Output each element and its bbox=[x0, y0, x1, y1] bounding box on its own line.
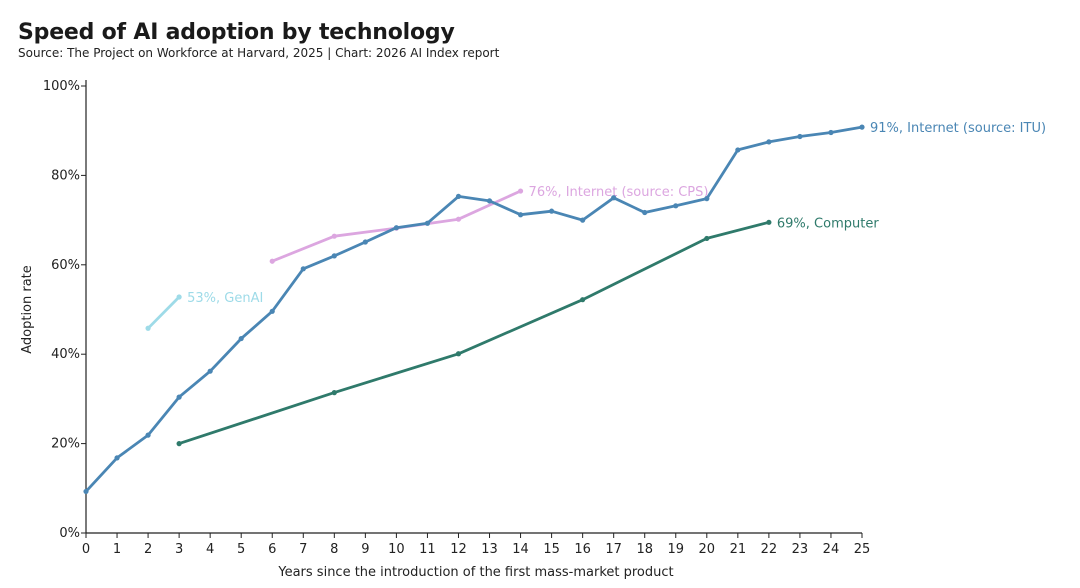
x-axis-label: Years since the introduction of the firs… bbox=[277, 565, 673, 580]
data-point bbox=[362, 239, 368, 245]
x-tick-label: 1 bbox=[113, 542, 121, 557]
data-point bbox=[673, 203, 679, 209]
x-tick-label: 10 bbox=[388, 542, 405, 557]
x-tick-label: 3 bbox=[175, 542, 183, 557]
series-3: 69%, Computer bbox=[176, 216, 879, 447]
data-point bbox=[455, 351, 462, 357]
x-tick-label: 16 bbox=[574, 542, 591, 557]
series-2: 53%, GenAI bbox=[145, 291, 263, 331]
data-point bbox=[704, 235, 710, 242]
data-point bbox=[642, 209, 648, 216]
x-tick-label: 14 bbox=[512, 542, 529, 557]
y-tick-label: 80% bbox=[51, 168, 80, 183]
data-point bbox=[859, 124, 865, 130]
data-point bbox=[176, 441, 182, 447]
x-tick-label: 17 bbox=[605, 542, 622, 557]
x-tick-label: 5 bbox=[237, 542, 245, 557]
series-label: 76%, Internet (source: CPS) bbox=[529, 185, 709, 200]
series-1: 76%, Internet (source: CPS) bbox=[269, 185, 709, 264]
x-tick-label: 8 bbox=[330, 542, 338, 557]
data-point bbox=[145, 325, 151, 331]
x-tick-label: 9 bbox=[361, 542, 369, 557]
x-tick-label: 6 bbox=[268, 542, 276, 557]
y-tick-label: 40% bbox=[51, 347, 80, 362]
x-tick-label: 7 bbox=[299, 542, 307, 557]
series-label: 91%, Internet (source: ITU) bbox=[870, 121, 1046, 136]
data-point bbox=[766, 219, 772, 225]
series-label: 69%, Computer bbox=[777, 216, 879, 231]
chart-subtitle: Source: The Project on Workforce at Harv… bbox=[18, 46, 500, 60]
data-point bbox=[580, 297, 586, 303]
data-point bbox=[269, 308, 275, 314]
data-point bbox=[424, 220, 431, 226]
data-point bbox=[393, 225, 399, 231]
data-point bbox=[580, 217, 586, 223]
x-tick-label: 19 bbox=[667, 542, 684, 557]
x-tick-label: 18 bbox=[636, 542, 653, 557]
x-tick-label: 24 bbox=[823, 542, 840, 557]
data-point bbox=[455, 216, 462, 222]
y-tick-label: 100% bbox=[43, 79, 80, 94]
data-point bbox=[238, 335, 244, 342]
data-point bbox=[207, 368, 213, 374]
data-point bbox=[331, 390, 337, 396]
x-tick-label: 15 bbox=[543, 542, 560, 557]
x-tick-label: 0 bbox=[82, 542, 90, 557]
y-tick-label: 20% bbox=[51, 437, 80, 452]
x-tick-label: 2 bbox=[144, 542, 152, 557]
data-point bbox=[828, 129, 834, 136]
series-line bbox=[177, 220, 771, 446]
data-point bbox=[176, 394, 182, 400]
y-tick-label: 0% bbox=[59, 526, 80, 541]
y-axis-label: Adoption rate bbox=[20, 265, 35, 354]
y-tick-label: 60% bbox=[51, 258, 80, 273]
series-label: 53%, GenAI bbox=[187, 291, 263, 306]
x-tick-label: 4 bbox=[206, 542, 214, 557]
data-point bbox=[114, 455, 120, 461]
data-point bbox=[766, 139, 772, 145]
data-point bbox=[517, 212, 524, 218]
data-point bbox=[486, 198, 493, 204]
x-tick-label: 20 bbox=[699, 542, 716, 557]
data-point bbox=[611, 195, 617, 201]
x-tick-label: 21 bbox=[730, 542, 747, 557]
series-line bbox=[146, 295, 181, 330]
axes: 0 1 2 3 4 5 6 7 8 9 10 11 12 13 14 15 16 17 18 19 20 21 22 23 24… bbox=[43, 79, 870, 557]
data-point bbox=[83, 488, 89, 495]
data-point bbox=[145, 432, 151, 438]
data-point bbox=[176, 294, 182, 300]
data-point bbox=[331, 253, 337, 259]
x-tick-label: 25 bbox=[854, 542, 871, 557]
data-point bbox=[455, 193, 462, 200]
data-point bbox=[797, 133, 803, 140]
data-point bbox=[735, 147, 741, 153]
data-point bbox=[704, 196, 710, 202]
data-point bbox=[517, 188, 524, 194]
chart-title: Speed of AI adoption by technology bbox=[18, 20, 455, 45]
series-line bbox=[84, 125, 864, 493]
data-point bbox=[549, 208, 555, 214]
data-point bbox=[300, 266, 306, 272]
x-tick-label: 11 bbox=[419, 542, 436, 557]
x-tick-label: 13 bbox=[481, 542, 498, 557]
x-tick-label: 22 bbox=[761, 542, 778, 557]
x-tick-label: 23 bbox=[792, 542, 809, 557]
series-0: 91%, Internet (source: ITU) bbox=[83, 121, 1046, 495]
data-point bbox=[269, 258, 275, 264]
data-point bbox=[331, 233, 337, 239]
x-tick-label: 12 bbox=[450, 542, 467, 557]
series-group: 69%, Computer 76%, Internet (source: CPS)… bbox=[83, 121, 1046, 495]
